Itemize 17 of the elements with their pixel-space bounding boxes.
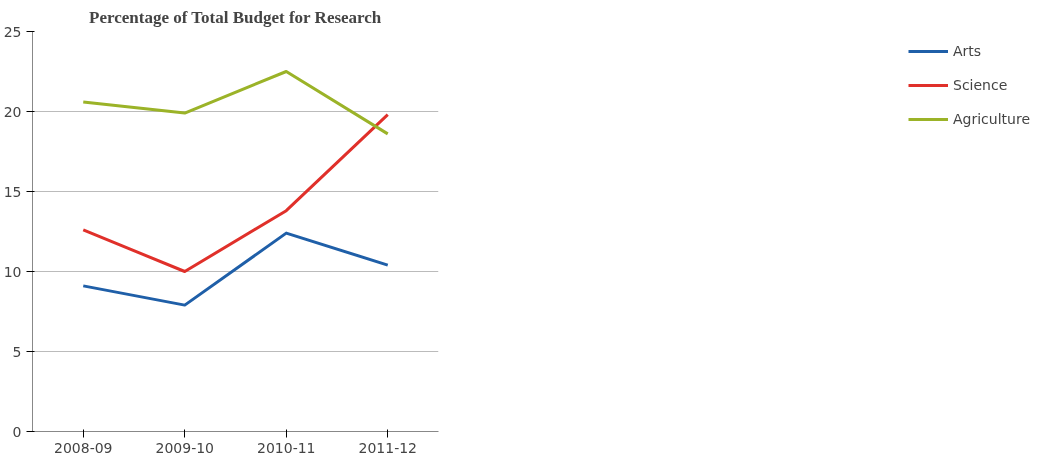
y-tick-label: 10 — [3, 263, 22, 280]
y-tick-label: 25 — [3, 23, 22, 40]
x-tick-label: 2008-09 — [54, 439, 113, 456]
x-tick-label: 2011-12 — [358, 439, 417, 456]
y-tick-label: 5 — [12, 343, 22, 360]
x-tick-label: 2009-10 — [155, 439, 214, 456]
line-series — [81, 70, 390, 136]
legend-label: Arts — [953, 43, 982, 59]
y-tick-label: 0 — [12, 423, 22, 440]
line-series — [81, 113, 390, 273]
chart-title: Percentage of Total Budget for Research — [89, 7, 382, 27]
legend-label: Science — [953, 77, 1008, 93]
y-tick-label: 20 — [3, 103, 22, 120]
x-tick-label: 2010-11 — [257, 439, 316, 456]
legend-label: Agriculture — [953, 111, 1030, 127]
line-series — [81, 231, 390, 307]
y-tick-label: 15 — [3, 183, 22, 200]
